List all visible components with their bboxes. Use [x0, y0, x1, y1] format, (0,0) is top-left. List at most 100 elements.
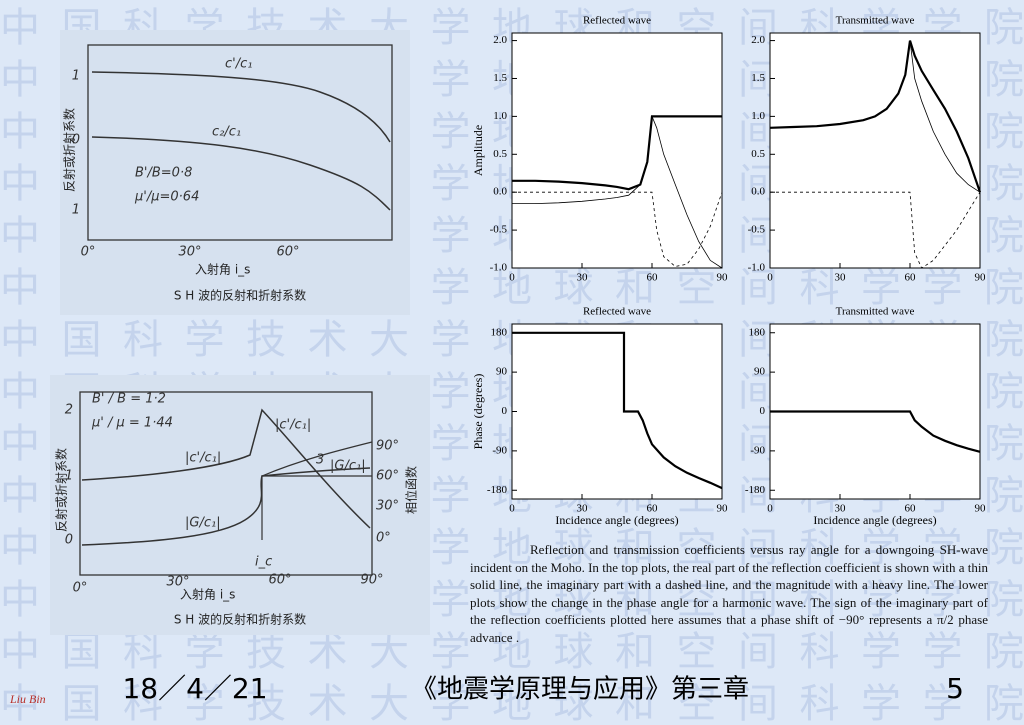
y-tick-label: 1.5	[751, 72, 765, 84]
parameter: μ' / μ = 1·44	[91, 416, 173, 431]
x-tick-label: 60	[647, 272, 659, 284]
y-tick-label: 2	[65, 403, 73, 418]
axes-box	[79, 391, 373, 576]
curve-label: |c'/c₁|	[275, 418, 311, 433]
chart-title: Transmitted wave	[836, 15, 915, 27]
y-tick-label: 1	[65, 469, 73, 484]
x-tick-label: 30°	[178, 245, 201, 260]
x-tick-label: 0°	[81, 245, 96, 260]
curve	[91, 71, 391, 143]
series-line	[770, 410, 981, 453]
x-tick-label: 60	[905, 503, 917, 515]
x-tick-label: 30	[577, 272, 589, 284]
x-axis-label: Incidence angle (degrees)	[555, 513, 678, 527]
y-tick-label: 0	[65, 533, 73, 548]
y-tick-label: 0.0	[751, 186, 765, 198]
y-tick-label: 0.5	[751, 148, 765, 160]
plot-frame	[511, 32, 723, 269]
y-tick-label: 1.5	[493, 72, 507, 84]
y-tick-label: 0.5	[493, 148, 507, 160]
y-tick-label: -90	[492, 444, 507, 456]
y-axis-label: 反射或折射系数	[62, 108, 77, 192]
footer-title: 《地震学原理与应用》第三章	[411, 675, 749, 705]
footer-date: 18／4／21	[122, 672, 267, 705]
plot-frame	[769, 32, 981, 269]
y-tick-label: 180	[749, 326, 766, 338]
y2-tick-label: 60°	[376, 469, 399, 484]
x-tick-label: 0°	[73, 581, 88, 596]
series-line	[512, 191, 723, 267]
y-tick-label: -180	[487, 484, 508, 496]
parameter: B'/B=0·8	[135, 166, 192, 181]
x-tick-label: 0	[767, 272, 773, 284]
y-axis-label: 反射或折射系数	[54, 448, 69, 532]
curve-label: 3	[316, 453, 324, 468]
curve	[91, 136, 391, 211]
author: Liu Bin	[9, 692, 46, 706]
y-axis-label: Amplitude	[471, 125, 485, 176]
curve-label: |G/c₁|	[330, 459, 366, 474]
y-axis-label: Phase (degrees)	[471, 374, 485, 450]
x-tick-label: 0	[767, 503, 773, 515]
y2-tick-label: 0°	[376, 531, 391, 546]
x-tick-label: 0	[509, 272, 515, 284]
curve	[261, 441, 373, 477]
y-tick-label: -90	[750, 444, 765, 456]
x-tick-label: 30	[835, 503, 847, 515]
parameter: B' / B = 1·2	[92, 392, 166, 407]
x-tick-label: 30	[835, 272, 847, 284]
series-line	[512, 116, 723, 269]
curve	[81, 408, 371, 529]
x-tick-label: 90	[975, 272, 987, 284]
curve-label: |c'/c₁|	[185, 451, 221, 466]
y2-tick-label: 30°	[376, 499, 399, 514]
x-tick-label: 60	[647, 503, 659, 515]
x-tick-label: 90	[717, 503, 729, 515]
curve	[81, 467, 371, 546]
y-tick-label: 0	[760, 405, 766, 417]
caption: Reflection and transmission coefficients…	[470, 542, 988, 645]
chart-title: Reflected wave	[583, 306, 651, 318]
scan-background	[50, 375, 430, 635]
x-tick-label: 90	[717, 272, 729, 284]
y-tick-label: -1.0	[490, 262, 508, 274]
parameter: μ'/μ=0·64	[134, 190, 199, 205]
curve-label: i_c	[255, 555, 272, 570]
y-tick-label: -180	[745, 484, 766, 496]
y-tick-label: 1.0	[751, 110, 765, 122]
series-line	[770, 191, 981, 269]
figure-caption: S H 波的反射和折射系数	[174, 612, 306, 627]
series-line	[769, 40, 981, 193]
axes-box	[87, 44, 393, 241]
x-tick-label: 90°	[360, 573, 383, 588]
figure-caption: S H 波的反射和折射系数	[174, 288, 306, 303]
curve-label: c₂/c₁	[212, 125, 241, 140]
x-tick-label: 30°	[166, 575, 189, 590]
chart-title: Transmitted wave	[836, 306, 915, 318]
y-tick-label: 2.0	[493, 34, 507, 46]
x-tick-label: 60°	[276, 245, 299, 260]
y-tick-label: 180	[491, 326, 508, 338]
x-tick-label: 90	[975, 503, 987, 515]
curve-label: c'/c₁	[225, 57, 252, 72]
curve-label: |G/c₁|	[185, 516, 221, 531]
plot-frame	[511, 323, 723, 500]
y-tick-label: 1	[72, 69, 80, 84]
y-tick-label: 0.0	[493, 186, 507, 198]
x-axis-label: 入射角 i_s	[180, 587, 235, 602]
x-tick-label: 60°	[268, 573, 291, 588]
y-tick-label: 90	[496, 366, 508, 378]
y-tick-label: -1.0	[748, 262, 766, 274]
y2-tick-label: 90°	[376, 439, 399, 454]
y-tick-label: -0.5	[748, 224, 766, 236]
x-tick-label: 30	[577, 503, 589, 515]
y-tick-label: 0	[502, 405, 508, 417]
x-axis-label: 入射角 i_s	[195, 262, 250, 277]
x-tick-label: 60	[905, 272, 917, 284]
y-tick-label: 1	[72, 203, 80, 218]
series-line	[512, 331, 723, 490]
x-axis-label: Incidence angle (degrees)	[813, 513, 936, 527]
y-tick-label: -0.5	[490, 224, 508, 236]
page-number: 5	[946, 672, 964, 705]
